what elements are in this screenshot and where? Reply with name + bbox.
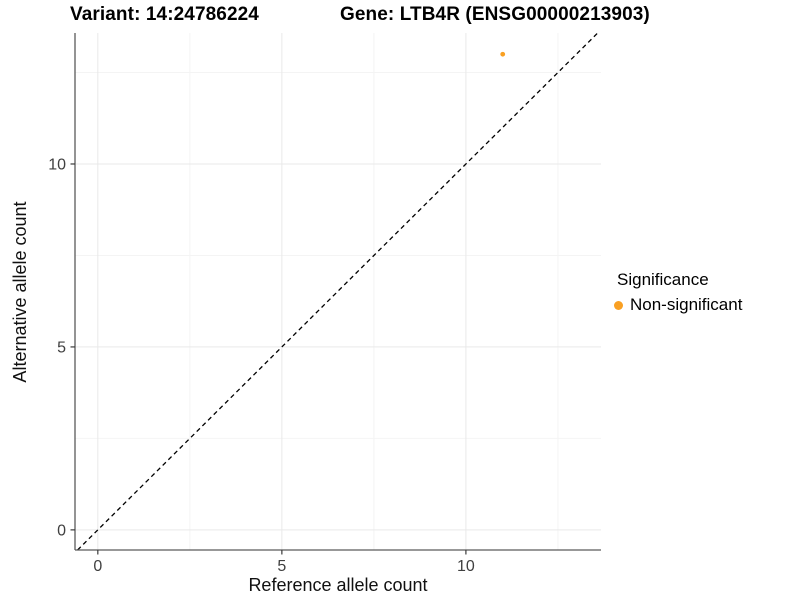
legend-item-label: Non-significant [630,295,743,314]
legend-title: Significance [617,270,709,289]
legend-items: Non-significant [611,295,742,315]
y-tick-label: 10 [48,156,66,173]
x-tick-label: 5 [277,558,286,575]
variant-title: Variant: 14:24786224 [70,4,259,25]
legend-key-dot-icon [614,300,623,310]
x-axis-title: Reference allele count [248,575,428,595]
data-point [500,51,506,57]
legend-item: Non-significant [611,295,742,315]
gene-title: Gene: LTB4R (ENSG00000213903) [340,4,650,25]
legend: Significance Non-significant [611,270,742,315]
identity-reference-line [77,32,599,551]
x-tick-label: 0 [93,558,102,575]
y-axis-title: Alternative allele count [10,201,30,383]
y-tick-label: 5 [57,339,66,356]
x-tick-label: 10 [457,558,475,575]
y-tick-label: 0 [57,522,66,539]
